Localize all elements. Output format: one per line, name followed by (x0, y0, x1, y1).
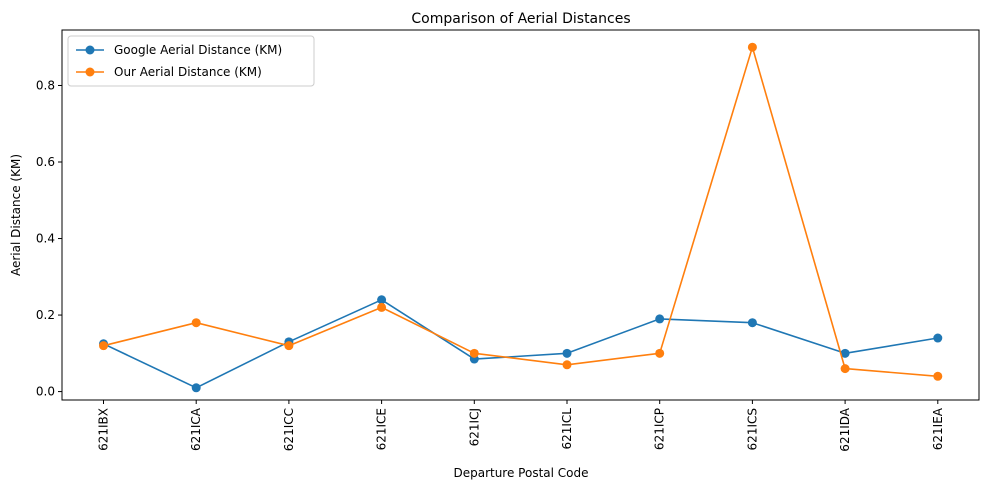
data-point (655, 348, 665, 358)
series-layer (99, 42, 943, 393)
y-tick-label: 0.2 (36, 308, 55, 322)
x-tick-label: 621ICC (282, 408, 296, 451)
x-axis: 621IBX 621ICA 621ICC 621ICE 621ICJ 621ICL 621I… (97, 400, 945, 452)
x-tick-label: 621ICP (653, 408, 667, 450)
data-point (469, 348, 479, 358)
series-line (103, 298, 938, 389)
data-point (840, 364, 850, 374)
x-tick-label: 621IBX (97, 408, 111, 451)
y-axis: 0.0 0.2 0.4 0.6 0.8 (36, 78, 62, 399)
legend-label: Our Aerial Distance (KM) (114, 65, 262, 79)
data-point (284, 341, 294, 351)
x-tick-label: 621ICL (560, 408, 574, 450)
data-point (191, 383, 201, 393)
y-tick-label: 0.4 (36, 232, 55, 246)
data-point (191, 318, 201, 328)
data-point (377, 302, 387, 312)
legend-label: Google Aerial Distance (KM) (114, 43, 282, 57)
data-point (747, 318, 757, 328)
x-tick-label: 621IEA (931, 407, 945, 450)
x-tick-label: 621ICJ (467, 408, 481, 446)
chart-title: Comparison of Aerial Distances (411, 11, 630, 27)
data-point (655, 314, 665, 324)
data-point (840, 348, 850, 358)
y-tick-label: 0.0 (36, 385, 55, 399)
data-point (99, 341, 108, 351)
x-axis-title: Departure Postal Code (453, 466, 588, 480)
data-point (933, 371, 943, 381)
legend-swatch-marker (85, 45, 95, 55)
series-line (103, 46, 938, 378)
y-axis-title: Aerial Distance (KM) (9, 154, 23, 276)
data-point (933, 333, 943, 343)
y-tick-label: 0.8 (36, 78, 55, 92)
data-point (377, 295, 387, 305)
x-tick-label: 621ICA (189, 407, 203, 451)
y-tick-label: 0.6 (36, 155, 55, 169)
legend: Google Aerial Distance (KM) Our Aerial Di… (67, 35, 315, 87)
legend-box (67, 35, 315, 87)
plot-area (61, 29, 980, 401)
data-point (562, 348, 572, 358)
legend-swatch-marker (85, 67, 95, 77)
data-point (747, 42, 757, 52)
x-tick-label: 621ICS (745, 408, 759, 450)
data-point (562, 360, 572, 370)
x-tick-label: 621IDA (838, 407, 852, 451)
series-1 (99, 42, 943, 381)
x-tick-label: 621ICE (375, 408, 389, 450)
